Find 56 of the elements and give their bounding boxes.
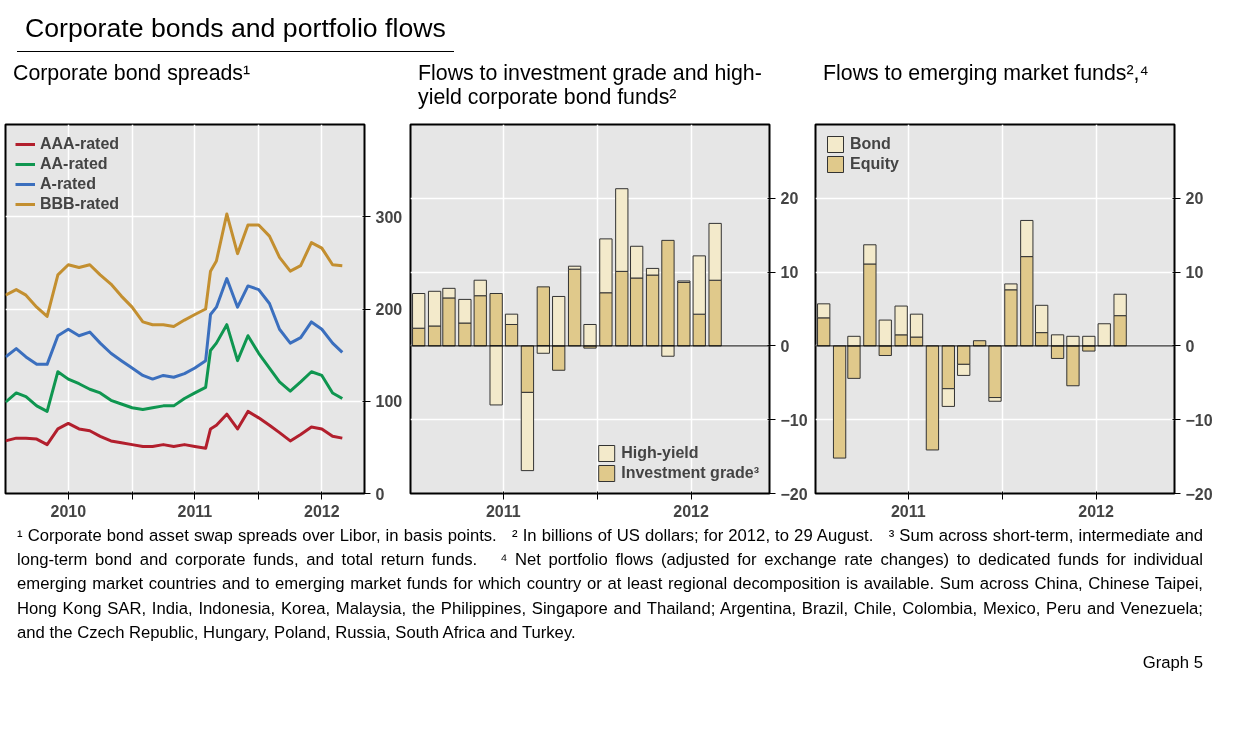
bar [1066,335,1080,347]
line-series [5,323,344,413]
y-tick-label: 300 [375,208,403,226]
text: Corporate bonds and portfolio flows [17,5,454,53]
y-tick-label: 100 [375,393,403,411]
legend-label: BBB-rated [40,195,120,214]
bar [536,286,550,347]
bar [552,345,566,371]
bar [925,345,940,451]
bar [567,268,582,347]
legend-label: High-yield [621,444,699,463]
bar [489,345,503,406]
x-tick-label: 2012 [304,502,340,520]
y-tick-label: −20 [1185,485,1213,503]
text: long-term bond and corporate funds, and total return funds. ⁴ Net portfolio flows (adjusted for exchange rate changes) to dedicated funds for individual [17,550,1203,570]
y-tick-label: 10 [780,264,799,282]
x-tick-label: 2011 [890,502,926,520]
x-tick-label: 2011 [485,502,521,520]
legend-label: AAA-rated [40,135,120,154]
y-tick-label: −20 [780,485,808,503]
text: emerging market countries and to emerging market funds for which country or at least regional decomposition is available. Sum across China, Chinese Taipei, Hong Kong SAR, India, Indonesia, Korea, Malaysia, the Philippines, Singapore and Thailand; Argentina, Brazil, Chile, Colombia, Mexico, Peru and Venezuela; and the Czech Republic, Hungary, Poland, Russia, South Africa and Turkey. [17,574,1203,642]
y-tick-label: −10 [1185,411,1213,429]
bar [489,293,503,347]
y-tick-label: 20 [780,190,799,208]
y-tick-label: 0 [780,337,790,355]
bar [988,345,1002,399]
bar [552,296,566,347]
line-series [5,409,344,450]
text: ¹ Corporate bond asset swap spreads over Libor, in basis points. ² In billions of US dollars; for 2012, to 29 August. ³ Sum across short-term, intermediate and [17,526,1203,546]
x-tick-label: 2011 [177,502,213,520]
chart-title: Flows to investment grade and high-yield corporate bond funds² [418,61,763,109]
legend-label: Equity [850,155,899,174]
y-tick-label: −10 [780,411,808,429]
bar [661,345,675,357]
bar [661,239,675,347]
bar [878,345,892,357]
x-tick-label: 2012 [673,502,709,520]
bar [1066,345,1080,387]
caption: Graph 5 [1141,651,1203,674]
y-tick-label: 20 [1185,190,1204,208]
y-tick-label: 10 [1185,264,1204,282]
bar [847,335,861,347]
x-tick-label: 2010 [50,502,87,520]
y-tick-label: 0 [1185,337,1195,355]
legend-label: Bond [850,135,891,154]
line-series [5,212,344,329]
chart-title: Flows to emerging market funds²,⁴ [823,61,1149,86]
legend-label: A-rated [40,175,97,194]
chart-title: Corporate bond spreads¹ [13,61,251,86]
x-tick-label: 2012 [1078,502,1114,520]
bar [583,324,597,347]
y-tick-label: 200 [375,301,403,319]
y-tick-label: 0 [375,485,385,503]
legend-label: AA-rated [40,155,108,174]
line-series [5,277,344,381]
legend-label: Investment grade³ [621,464,759,483]
